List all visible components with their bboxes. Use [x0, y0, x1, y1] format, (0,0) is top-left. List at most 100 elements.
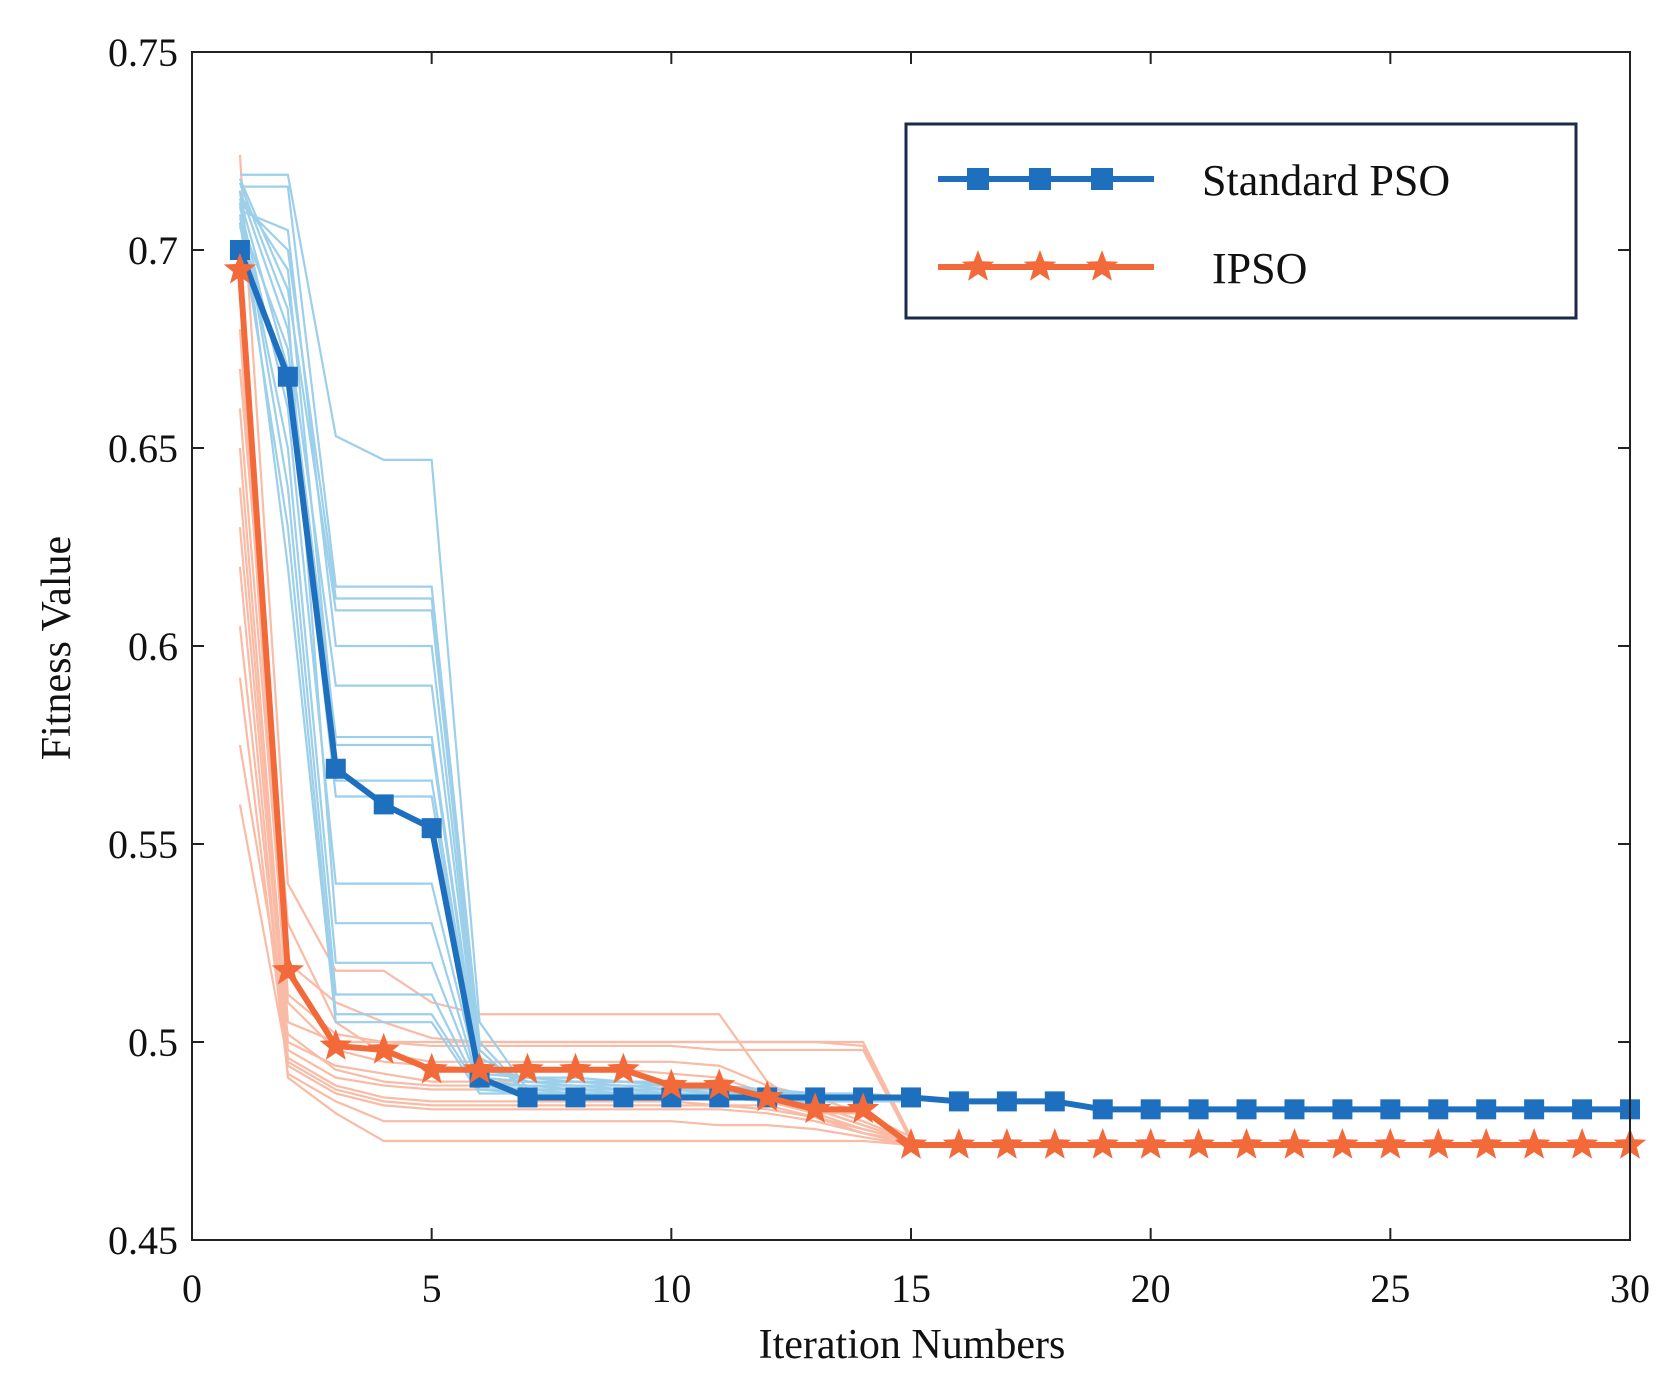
- y-tick-label-0.5: 0.5: [128, 1020, 178, 1065]
- x-tick-label-25: 25: [1370, 1266, 1410, 1311]
- y-axis-label: Fitness Value: [34, 536, 80, 760]
- marker-ipso-21: [1182, 1128, 1215, 1159]
- background-run-ipso-6: [238, 447, 912, 1143]
- marker-ipso-5: [415, 1052, 448, 1084]
- background-run-ipso-3: [238, 329, 912, 1142]
- marker-standard-pso-5: [421, 818, 442, 839]
- marker-standard-pso-28: [1524, 1099, 1545, 1120]
- marker-standard-pso-20: [1140, 1099, 1161, 1120]
- y-tick-label-0.7: 0.7: [128, 228, 178, 273]
- background-run-ipso-1: [238, 249, 912, 1138]
- legend: Standard PSO IPSO: [904, 122, 1578, 320]
- marker-standard-pso-24: [1332, 1099, 1353, 1120]
- marker-ipso-9: [607, 1052, 640, 1084]
- y-tick-label-0.75: 0.75: [108, 30, 178, 75]
- marker-standard-pso-16: [948, 1091, 969, 1112]
- marker-standard-pso-4: [373, 794, 394, 815]
- background-run-ipso-2: [238, 289, 912, 1142]
- background-run-pso-2: [239, 201, 911, 1103]
- y-tick-label-0.6: 0.6: [128, 624, 178, 669]
- x-tick-label-15: 15: [891, 1266, 931, 1311]
- marker-ipso-25: [1374, 1128, 1407, 1159]
- background-run-pso-0: [239, 173, 911, 1099]
- marker-ipso-23: [1278, 1128, 1311, 1159]
- marker-ipso-11: [703, 1068, 736, 1100]
- background-run-pso-3: [238, 178, 912, 1099]
- marker-ipso-4: [367, 1032, 400, 1064]
- marker-standard-pso-7: [517, 1087, 538, 1108]
- marker-standard-pso-29: [1572, 1099, 1593, 1120]
- marker-standard-pso-9: [613, 1087, 634, 1108]
- marker-standard-pso-22: [1236, 1099, 1257, 1120]
- marker-ipso-14: [846, 1092, 880, 1124]
- marker-standard-pso-23: [1284, 1099, 1305, 1120]
- marker-ipso-27: [1470, 1128, 1503, 1159]
- marker-ipso-1: [223, 252, 257, 284]
- background-run-pso-14: [238, 222, 911, 1103]
- marker-ipso-13: [799, 1092, 832, 1124]
- background-run-pso-5: [238, 190, 911, 1099]
- background-run-ipso-10: [238, 677, 912, 1147]
- x-axis-label: Iteration Numbers: [759, 1322, 1066, 1368]
- marker-ipso-12: [751, 1080, 784, 1112]
- marker-ipso-18: [1038, 1128, 1071, 1159]
- marker-standard-pso-1: [229, 240, 250, 260]
- marker-ipso-10: [655, 1068, 688, 1100]
- marker-standard-pso-15: [901, 1087, 921, 1108]
- x-tick-label-0: 0: [182, 1266, 202, 1311]
- marker-standard-pso-25: [1380, 1099, 1401, 1120]
- legend-label-standard-pso: Standard PSO: [1202, 156, 1450, 205]
- legend-marker-ipso-0: [961, 250, 995, 281]
- background-run-pso-1: [239, 185, 911, 1103]
- legend-marker-standard-pso-0: [967, 168, 989, 190]
- main-series: [223, 240, 1647, 1159]
- y-tick-label-0.45: 0.45: [108, 1218, 178, 1263]
- background-run-pso-4: [239, 209, 911, 1099]
- marker-standard-pso-26: [1428, 1099, 1449, 1120]
- marker-ipso-7: [511, 1052, 544, 1084]
- background-run-ipso-11: [238, 566, 912, 1147]
- marker-ipso-22: [1230, 1128, 1263, 1159]
- background-run-pso-7: [239, 193, 912, 1103]
- legend-marker-standard-pso-1: [1029, 168, 1051, 190]
- x-tick-label-5: 5: [422, 1266, 442, 1311]
- background-run-pso-6: [238, 217, 911, 1099]
- marker-standard-pso-18: [1044, 1091, 1065, 1112]
- marker-ipso-3: [319, 1029, 352, 1060]
- marker-standard-pso-8: [565, 1087, 586, 1108]
- marker-ipso-26: [1422, 1128, 1455, 1159]
- background-run-pso-13: [238, 202, 911, 1103]
- marker-ipso-24: [1326, 1128, 1359, 1159]
- x-tick-label-30: 30: [1610, 1266, 1650, 1311]
- legend-marker-ipso-1: [1023, 250, 1057, 281]
- marker-standard-pso-27: [1476, 1099, 1497, 1120]
- legend-marker-standard-pso-2: [1091, 168, 1113, 190]
- marker-ipso-6: [463, 1052, 496, 1084]
- marker-standard-pso-2: [277, 366, 298, 387]
- y-tick-label-0.65: 0.65: [108, 426, 178, 471]
- background-run-ipso-4: [238, 368, 912, 1142]
- background-run-pso-9: [238, 198, 912, 1103]
- series-line-ipso: [236, 269, 1630, 1148]
- marker-standard-pso-19: [1092, 1099, 1113, 1120]
- background-run-ipso-9: [238, 626, 912, 1147]
- marker-standard-pso-17: [996, 1091, 1017, 1112]
- marker-ipso-2: [271, 953, 304, 985]
- background-runs: [238, 154, 912, 1147]
- background-run-pso-10: [238, 206, 911, 1103]
- axis-ticks: 0 5 10 15 20 25 30 0.45 0.5 0.55 0.6 0.65 0.7 0.75: [108, 30, 1650, 1311]
- legend-label-ipso: IPSO: [1212, 244, 1307, 293]
- y-tick-label-0.55: 0.55: [108, 822, 178, 867]
- marker-ipso-17: [990, 1128, 1023, 1159]
- legend-box: [904, 122, 1578, 320]
- marker-ipso-16: [942, 1128, 976, 1159]
- marker-ipso-28: [1518, 1128, 1551, 1159]
- marker-ipso-8: [559, 1052, 592, 1084]
- legend-marker-ipso-2: [1085, 250, 1119, 281]
- x-tick-label-20: 20: [1131, 1266, 1171, 1311]
- marker-ipso-20: [1134, 1128, 1167, 1159]
- background-run-pso-12: [238, 214, 911, 1103]
- x-tick-label-10: 10: [651, 1266, 691, 1311]
- marker-ipso-29: [1565, 1128, 1599, 1159]
